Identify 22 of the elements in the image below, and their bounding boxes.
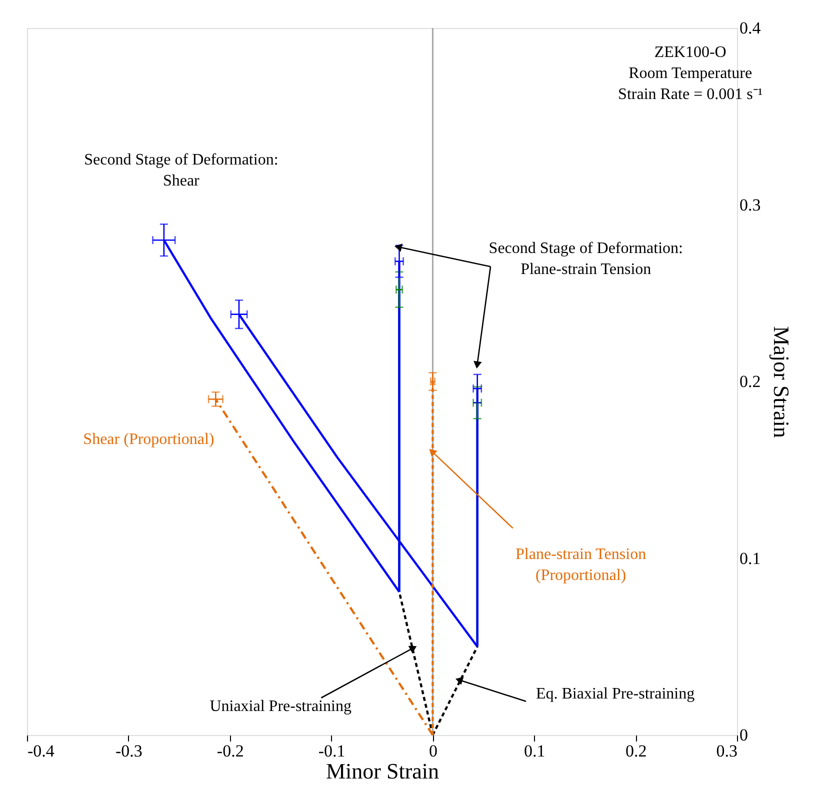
x-tick-label: 0 xyxy=(428,742,438,760)
y-tick-label: 0 xyxy=(740,726,748,744)
y-tick-label: 0.2 xyxy=(740,372,761,391)
annotation: Plane-strain Tension (Proportional) xyxy=(516,546,646,584)
y-axis-title: Major Strain xyxy=(768,326,794,438)
x-tick-label: 0.2 xyxy=(625,742,647,760)
annotation: Second Stage of Deformation: Shear xyxy=(84,152,278,190)
x-tick-label: -0.1 xyxy=(318,742,346,760)
annotation: Eq. Biaxial Pre-straining xyxy=(536,686,695,703)
y-tick-label: 0.3 xyxy=(740,195,761,214)
x-tick-label: -0.2 xyxy=(216,742,244,760)
x-axis-title: Minor Strain xyxy=(326,758,440,784)
y-tick-label: 0.1 xyxy=(740,548,761,568)
annotation: Shear (Proportional) xyxy=(83,430,214,448)
annotation: Uniaxial Pre-straining xyxy=(210,698,352,715)
x-tick-label: -0.4 xyxy=(28,742,55,760)
y-tick-label: 0.4 xyxy=(740,18,762,38)
x-tick-label: -0.3 xyxy=(115,742,142,760)
annotation: ZEK100-O Room Temperature Strain Rate = 0.001 s⁻¹ xyxy=(618,44,763,103)
annotation: Second Stage of Deformation: Plane-strain Tension xyxy=(488,240,683,278)
x-tick-label: 0.3 xyxy=(716,742,738,760)
x-tick-label: 0.1 xyxy=(524,742,546,760)
